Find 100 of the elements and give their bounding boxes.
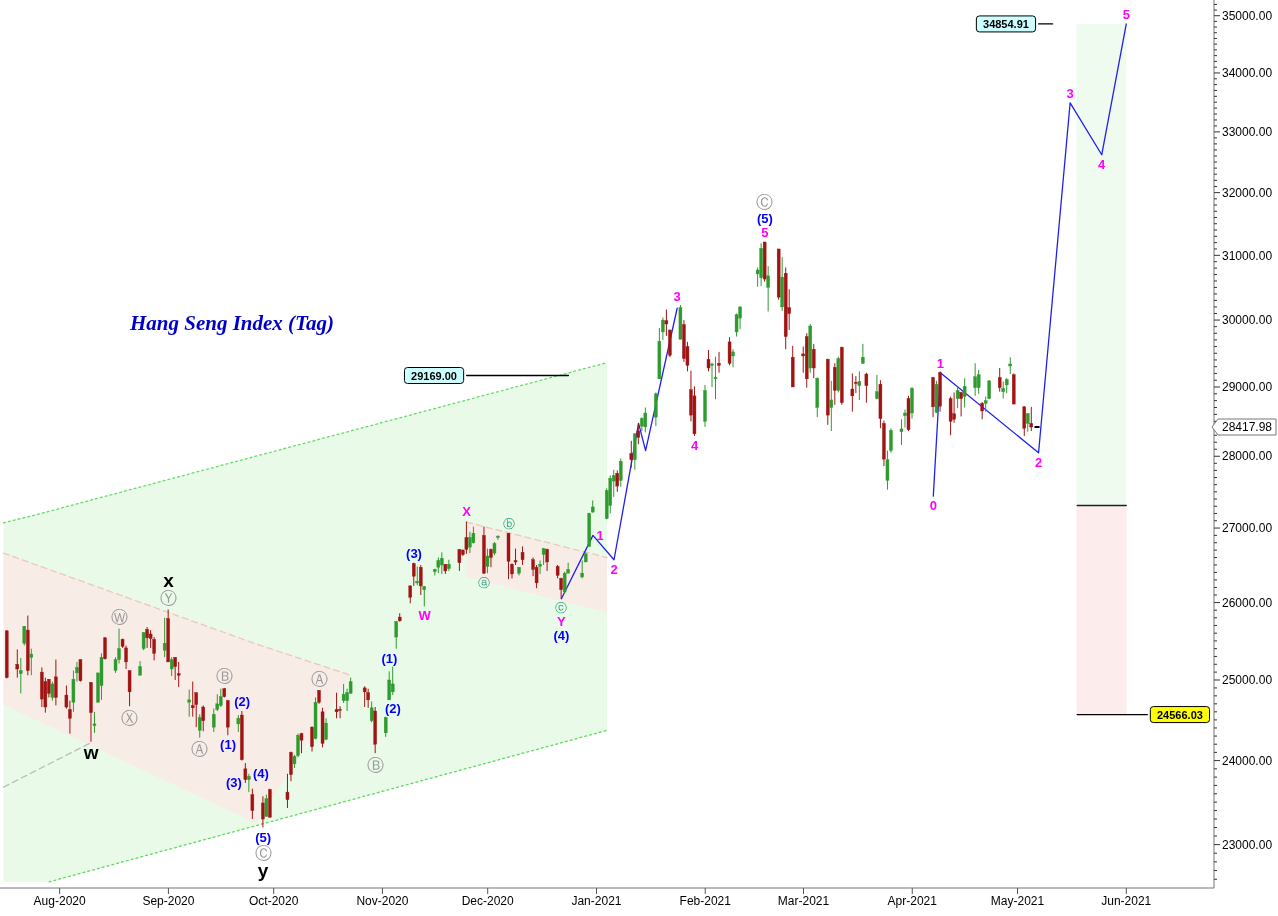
- candlestick: [264, 794, 269, 817]
- candlestick: [187, 689, 191, 718]
- price-tag: 34854.91: [975, 15, 1037, 33]
- y-tick-label: 25000.00: [1222, 673, 1273, 688]
- price-tag: 24566.03: [1149, 706, 1211, 724]
- x-tick-label: Jan-2021: [571, 893, 622, 908]
- annotation: ⓒ: [555, 600, 568, 615]
- candlestick: [162, 617, 167, 658]
- candlestick: [176, 661, 181, 688]
- candlestick: [261, 795, 265, 829]
- annotation: 5: [761, 224, 769, 240]
- annotation: 5: [1122, 6, 1130, 22]
- candlestick: [29, 648, 34, 676]
- candlestick: [615, 469, 619, 493]
- annotation: (2): [234, 694, 251, 710]
- candlestick: [955, 385, 960, 409]
- candlestick: [366, 688, 370, 709]
- candlestick: [78, 659, 83, 683]
- annotation: 3: [1066, 85, 1074, 101]
- x-tick-label: Dec-2020: [461, 893, 515, 908]
- x-tick-label: Mar-2021: [777, 893, 830, 908]
- annotation: 29169.00: [411, 369, 457, 382]
- candlestick: [1029, 406, 1033, 432]
- candlestick: [952, 391, 956, 424]
- candlestick: [875, 374, 879, 400]
- candlestick: [387, 670, 391, 701]
- candlestick: [468, 531, 472, 554]
- text: Hang Seng Index (Tag): [128, 311, 335, 335]
- y-tick-label: 32000.00: [1222, 185, 1273, 200]
- annotation: Ⓦ: [110, 607, 128, 628]
- candlestick: [447, 559, 451, 572]
- y-tick-label: 28000.00: [1222, 449, 1273, 464]
- candlestick: [103, 636, 107, 661]
- annotation: Ⓐ: [310, 668, 328, 689]
- candlestick: [973, 362, 977, 397]
- annotation: (3): [406, 545, 422, 561]
- candlestick: [629, 440, 634, 469]
- annotation: 24566.03: [1156, 708, 1203, 721]
- x-tick-label: May-2021: [990, 893, 1045, 908]
- candlestick: [661, 316, 665, 341]
- y-tick-label: 27000.00: [1222, 521, 1273, 536]
- candlestick: [962, 377, 967, 409]
- y-tick-label: 35000.00: [1222, 8, 1273, 23]
- x-tick-label: Jun-2021: [1101, 893, 1152, 908]
- annotation: (4): [553, 627, 570, 643]
- annotation: (5): [756, 210, 773, 226]
- annotation: 1: [936, 355, 944, 371]
- annotation: 2: [1034, 454, 1043, 470]
- candlestick: [717, 351, 721, 374]
- candlestick: [998, 367, 1002, 393]
- annotation: Y: [557, 613, 567, 629]
- annotation: (5): [255, 829, 272, 845]
- annotation: Ⓐ: [191, 739, 209, 760]
- candlestick: [341, 683, 346, 704]
- candlestick: [50, 681, 55, 702]
- x-tick-label: Apr-2021: [887, 893, 938, 908]
- annotation: y: [257, 860, 269, 882]
- candlestick: [520, 545, 525, 566]
- candlestick: [864, 372, 869, 404]
- candlestick: [861, 343, 865, 365]
- candlestick: [92, 711, 97, 734]
- annotation: ⓐ: [478, 575, 491, 590]
- candlestick: [247, 773, 251, 793]
- candlestick: [391, 666, 395, 696]
- x-tick-label: Nov-2020: [356, 893, 409, 908]
- y-tick-label: 34000.00: [1222, 66, 1273, 81]
- candlestick: [766, 265, 770, 313]
- x-tick-label: Oct-2020: [249, 893, 299, 908]
- annotation: Ⓧ: [121, 707, 139, 728]
- candlestick: [127, 670, 132, 707]
- y-tick-label: 29000.00: [1222, 380, 1273, 395]
- candlestick: [885, 450, 890, 491]
- candlestick: [54, 659, 58, 706]
- y-tick-label: 24000.00: [1222, 753, 1273, 768]
- candlestick: [829, 380, 833, 432]
- candlestick: [1026, 412, 1030, 433]
- candlestick: [15, 648, 19, 679]
- y-tick-label: 30000.00: [1222, 313, 1273, 328]
- candlestick: [812, 343, 816, 379]
- candlestick: [731, 348, 735, 368]
- price-tag: 29169.00: [403, 367, 465, 384]
- candlestick: [706, 349, 711, 372]
- annotation: 1: [596, 527, 604, 543]
- candlestick: [903, 409, 907, 429]
- annotation: (4): [252, 766, 269, 782]
- y-tick-label: 33000.00: [1222, 125, 1273, 140]
- candlestick: [899, 418, 904, 446]
- candlestick: [948, 396, 953, 436]
- candlestick: [833, 362, 837, 406]
- candlestick: [362, 685, 367, 708]
- annotation: Ⓑ: [216, 666, 234, 687]
- annotation: 0: [929, 498, 937, 514]
- annotation: (1): [220, 737, 237, 753]
- candlestick: [169, 656, 174, 677]
- candlestick: [850, 372, 855, 413]
- candlestick: [334, 692, 339, 719]
- candlestick: [415, 565, 419, 586]
- line-series: [560, 307, 678, 600]
- candlestick: [654, 391, 658, 427]
- x-tick-label: Sep-2020: [142, 893, 195, 908]
